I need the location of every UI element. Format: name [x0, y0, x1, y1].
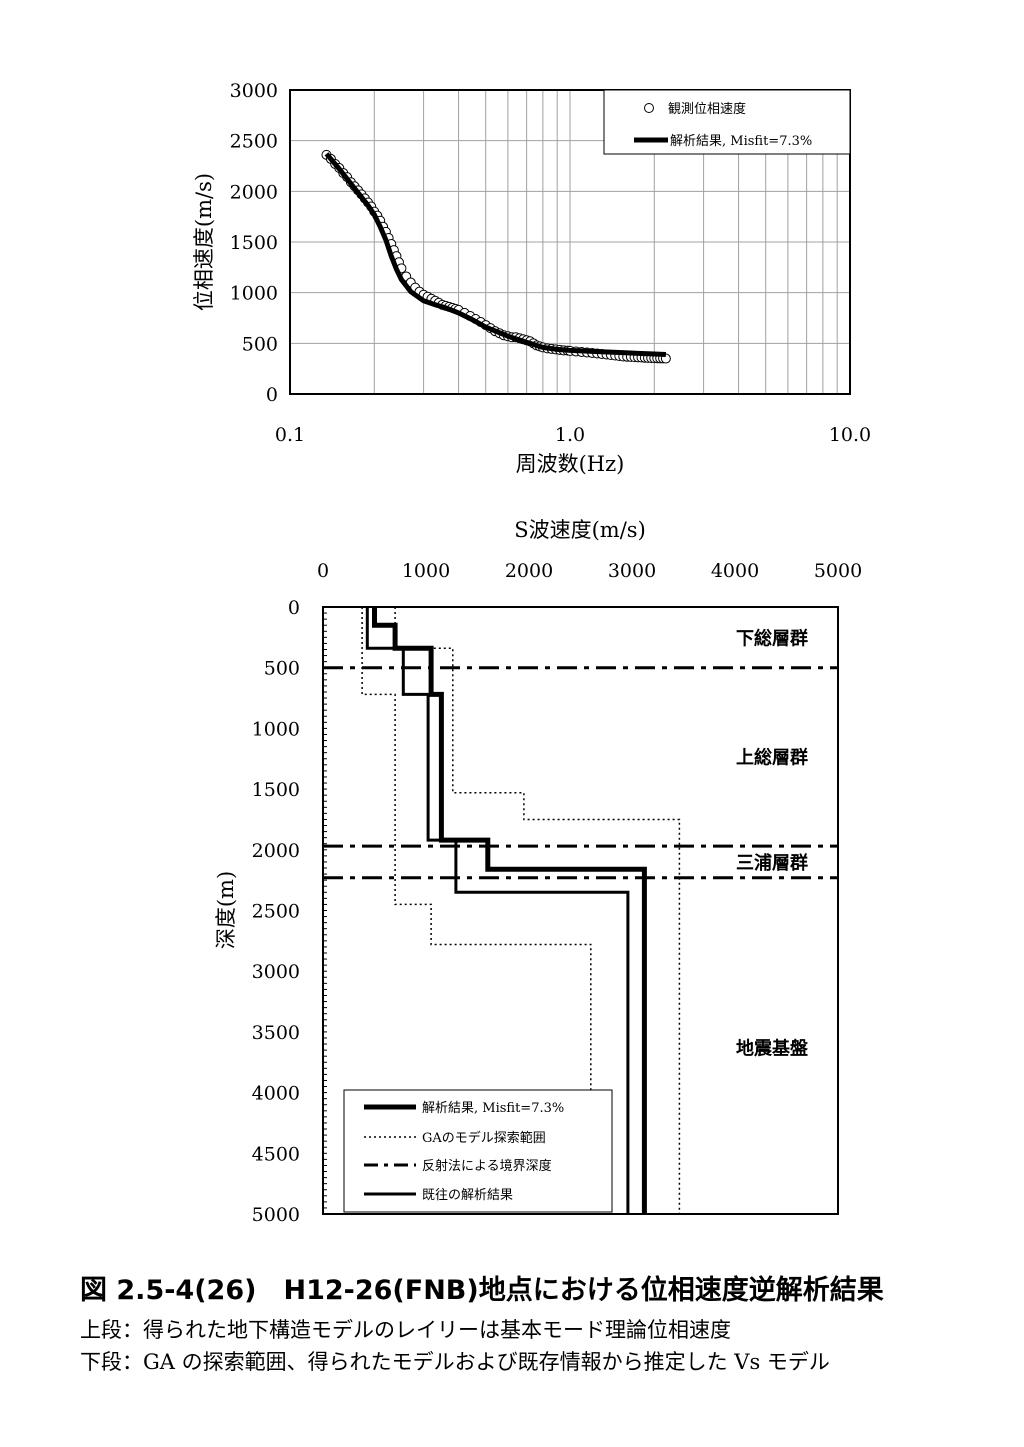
y-tick-label: 0 [266, 384, 278, 406]
dispersion-chart: 0.1 1.0 10.0 0 500 1000 1500 2000 2500 3000 周波数(H… [192, 80, 872, 476]
vs-y-tick-label: 3000 [252, 961, 300, 983]
formation-label: 上総層群 [736, 746, 808, 768]
vs-plot-frame [322, 606, 839, 1215]
analysis-result-line [324, 152, 667, 357]
y-tick-label: 500 [242, 333, 278, 355]
dispersion-plot-frame [289, 89, 851, 395]
vs-series [323, 607, 838, 1214]
y-tick-label: 1500 [230, 232, 278, 254]
vs-y-tick-label: 3500 [252, 1022, 300, 1044]
dispersion-ylabel: 位相速度(m/s) [192, 173, 216, 311]
vs-y-tick-label: 500 [264, 658, 300, 680]
legend-boundary-label: 反射法による境界深度 [422, 1158, 552, 1174]
vs-y-tick-label: 4000 [252, 1083, 300, 1105]
dispersion-legend: 観測位相速度 解析結果, Misfit=7.3% [603, 89, 851, 155]
y-tick-label: 2000 [230, 181, 278, 203]
formation-label: 地震基盤 [736, 1038, 809, 1060]
vs-profile-ylabel: 深度(m) [214, 871, 238, 949]
y-tick-label: 1000 [230, 283, 278, 305]
vs-y-tick-label: 2500 [252, 901, 300, 923]
y-tick-label: 3000 [230, 80, 278, 102]
vs-x-tick-label: 2000 [505, 560, 553, 582]
vs-y-tick-label: 2000 [252, 840, 300, 862]
vs-profile-chart: S波速度(m/s) 0 1000 2000 3000 4000 5000 0 500 1000 1… [214, 518, 862, 1226]
analysis-result-profile [372, 607, 647, 1214]
x-tick-label: 1.0 [555, 424, 585, 446]
vs-legend: 解析結果, Misfit=7.3% GAのモデル探索範囲 反射法による境界深度 … [343, 1089, 613, 1213]
vs-y-tick-label: 5000 [252, 1204, 300, 1226]
legend-observed-label: 観測位相速度 [668, 101, 746, 117]
previous-result-line [365, 607, 630, 1214]
vs-y-tick-label: 1500 [252, 779, 300, 801]
vs-y-tick-label: 0 [288, 597, 300, 619]
y-tick-label: 2500 [230, 131, 278, 153]
formation-label: 下総層群 [736, 627, 808, 649]
legend-ga-label: GAのモデル探索範囲 [422, 1130, 546, 1146]
vs-x-tick-label: 3000 [608, 560, 656, 582]
x-tick-label: 0.1 [275, 424, 305, 446]
vs-x-tick-label: 4000 [711, 560, 759, 582]
ga-min-bound [361, 607, 592, 1214]
ga-max-bound [394, 607, 681, 1214]
legend-result-label: 解析結果, Misfit=7.3% [670, 134, 812, 149]
vs-x-tick-label: 1000 [402, 560, 450, 582]
dispersion-xlabel: 周波数(Hz) [516, 452, 625, 476]
figure-caption-line2: 下段：GA の探索範囲、得られたモデルおよび既存情報から推定した Vs モデル [80, 1350, 830, 1374]
vs-y-tick-label: 1000 [252, 718, 300, 740]
vs-x-tick-label: 0 [317, 560, 329, 582]
vs-y-tick-label: 4500 [252, 1143, 300, 1165]
vs-profile-xlabel: S波速度(m/s) [514, 518, 646, 542]
dispersion-tick-labels: 0.1 1.0 10.0 0 500 1000 1500 2000 2500 3000 [230, 80, 872, 446]
legend-observed-marker [644, 103, 654, 113]
formation-label: 三浦層群 [736, 852, 808, 874]
figure-caption-line1: 上段：得られた地下構造モデルのレイリーは基本モード理論位相速度 [80, 1318, 731, 1342]
legend-analysis-label: 解析結果, Misfit=7.3% [422, 1101, 564, 1116]
figure-caption-title: 図 2.5-4(26) H12-26(FNB)地点における位相速度逆解析結果 [80, 1275, 884, 1306]
vs-x-tick-label: 5000 [814, 560, 862, 582]
x-tick-label: 10.0 [829, 424, 871, 446]
legend-previous-label: 既往の解析結果 [422, 1188, 513, 1203]
